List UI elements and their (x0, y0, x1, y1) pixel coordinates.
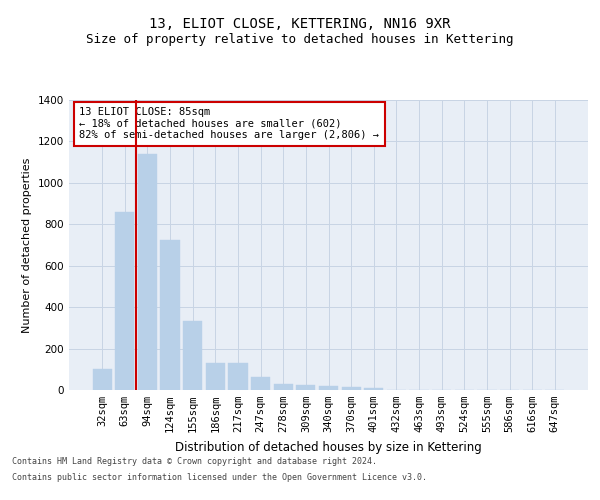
Bar (364, 388, 383, 390)
Y-axis label: Number of detached properties: Number of detached properties (22, 158, 32, 332)
Text: 13 ELIOT CLOSE: 85sqm
← 18% of detached houses are smaller (602)
82% of semi-det: 13 ELIOT CLOSE: 85sqm ← 18% of detached … (79, 108, 379, 140)
Bar (251, 376, 270, 390)
Text: Contains HM Land Registry data © Crown copyright and database right 2024.: Contains HM Land Registry data © Crown c… (12, 458, 377, 466)
Bar (160, 240, 180, 390)
Text: Contains public sector information licensed under the Open Government Licence v3: Contains public sector information licen… (12, 472, 427, 482)
Bar (274, 384, 293, 390)
Text: Size of property relative to detached houses in Kettering: Size of property relative to detached ho… (86, 32, 514, 46)
Bar (183, 320, 202, 390)
Text: 13, ELIOT CLOSE, KETTERING, NN16 9XR: 13, ELIOT CLOSE, KETTERING, NN16 9XR (149, 18, 451, 32)
Bar (341, 387, 361, 390)
Bar (115, 212, 134, 390)
X-axis label: Distribution of detached houses by size in Kettering: Distribution of detached houses by size … (175, 440, 482, 454)
Bar (138, 154, 157, 390)
Bar (296, 385, 316, 390)
Bar (319, 386, 338, 390)
Bar (229, 363, 248, 390)
Bar (206, 363, 225, 390)
Bar (92, 370, 112, 390)
